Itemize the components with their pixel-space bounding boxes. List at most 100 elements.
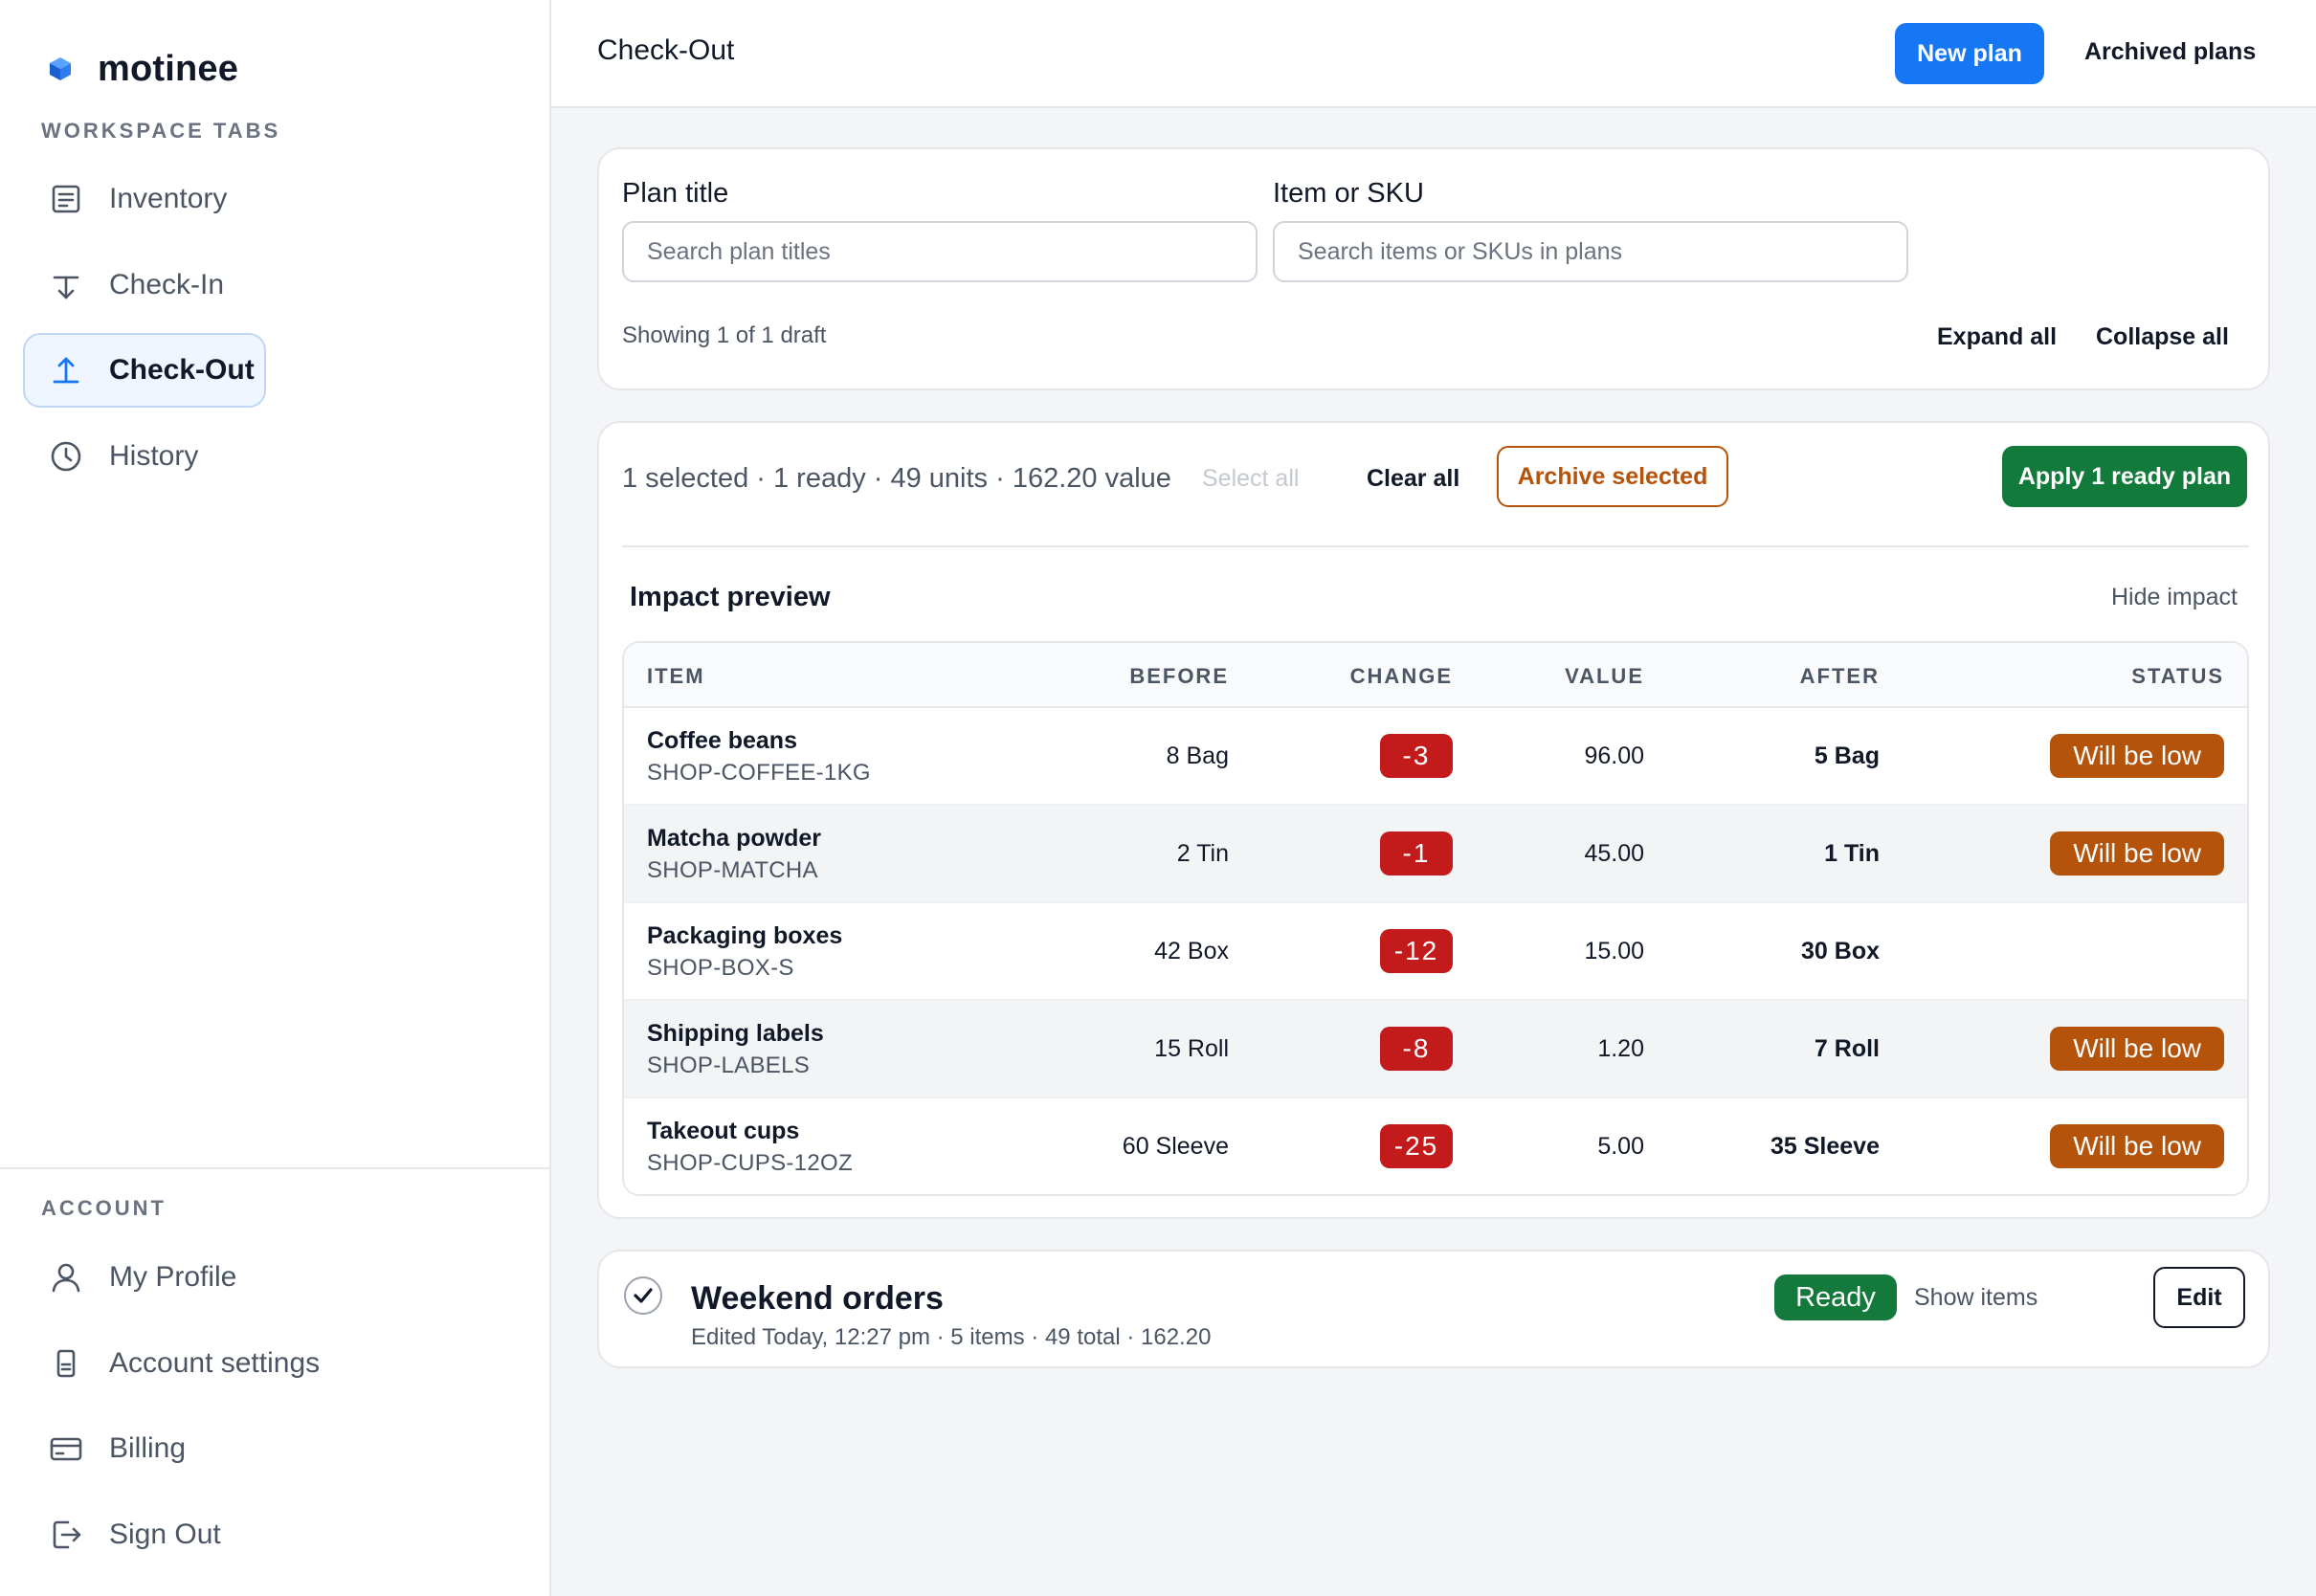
clear-all-button[interactable]: Clear all [1367, 465, 1460, 492]
new-plan-button[interactable]: New plan [1895, 23, 2044, 84]
before-value: 8 Bag [1166, 743, 1229, 769]
plan-meta: Edited Today, 12:27 pm · 5 items · 49 to… [691, 1324, 1212, 1350]
value-amount: 15.00 [1584, 938, 1644, 964]
account-section-label: ACCOUNT [41, 1196, 167, 1220]
after-value: 7 Roll [1814, 1035, 1880, 1062]
status-badge: Will be low [2050, 1027, 2224, 1071]
after-value: 5 Bag [1814, 743, 1880, 769]
sidebar-item-history[interactable]: History [23, 419, 266, 494]
change-badge: -12 [1380, 929, 1453, 973]
plan-title-search-input[interactable] [622, 221, 1258, 282]
cube-logo-icon [50, 57, 71, 80]
column-header-after: AFTER [1799, 664, 1880, 688]
item-sku: SHOP-COFFEE-1KG [647, 760, 871, 786]
top-bar: Check-Out New plan Archived plans [551, 0, 2316, 108]
showing-count: Showing 1 of 1 draft [622, 322, 827, 348]
status-badge: Will be low [2050, 734, 2224, 778]
item-name: Packaging boxes [647, 922, 843, 949]
divider [622, 545, 2249, 547]
edit-plan-button[interactable]: Edit [2153, 1267, 2245, 1328]
sidebar: motinee WORKSPACE TABS Inventory Check-I… [0, 0, 551, 1596]
sidebar-item-inventory[interactable]: Inventory [23, 162, 266, 236]
sidebar-item-check-in[interactable]: Check-In [23, 248, 266, 322]
table-row: Takeout cups SHOP-CUPS-12OZ 60 Sleeve -2… [624, 1098, 2247, 1194]
after-value: 35 Sleeve [1770, 1133, 1880, 1160]
apply-ready-plan-button[interactable]: Apply 1 ready plan [2002, 446, 2247, 507]
sidebar-item-label: Inventory [109, 183, 228, 214]
sidebar-item-check-out[interactable]: Check-Out [23, 333, 266, 408]
settings-icon [48, 1345, 84, 1382]
selection-card: 1 selected · 1 ready · 49 units · 162.20… [597, 421, 2270, 1219]
impact-preview-title: Impact preview [630, 582, 831, 612]
arrow-down-line-icon [48, 267, 84, 303]
archived-plans-button[interactable]: Archived plans [2084, 38, 2257, 65]
workspace-section-label: WORKSPACE TABS [41, 119, 281, 143]
plan-title-label: Plan title [622, 178, 729, 209]
table-row: Shipping labels SHOP-LABELS 15 Roll -8 1… [624, 1001, 2247, 1098]
archive-selected-button[interactable]: Archive selected [1497, 446, 1728, 507]
plan-select-checkbox[interactable] [624, 1276, 662, 1315]
sidebar-item-label: Check-Out [109, 354, 255, 386]
value-amount: 45.00 [1584, 840, 1644, 867]
filters-card: Plan title Item or SKU Showing 1 of 1 dr… [597, 147, 2270, 390]
before-value: 15 Roll [1154, 1035, 1229, 1062]
item-sku: SHOP-CUPS-12OZ [647, 1150, 853, 1176]
column-header-value: VALUE [1565, 664, 1644, 688]
select-all-button[interactable]: Select all [1202, 465, 1300, 492]
before-value: 60 Sleeve [1122, 1133, 1229, 1160]
item-name: Matcha powder [647, 825, 821, 852]
item-sku: SHOP-MATCHA [647, 857, 818, 883]
after-value: 30 Box [1801, 938, 1880, 964]
status-badge: Will be low [2050, 831, 2224, 876]
show-items-button[interactable]: Show items [1914, 1284, 2038, 1311]
change-badge: -3 [1380, 734, 1453, 778]
sidebar-item-label: Billing [109, 1432, 187, 1464]
column-header-before: BEFORE [1129, 664, 1229, 688]
sidebar-item-my-profile[interactable]: My Profile [23, 1240, 367, 1315]
collapse-all-button[interactable]: Collapse all [2096, 323, 2229, 350]
page-title: Check-Out [597, 34, 735, 66]
value-amount: 1.20 [1597, 1035, 1644, 1062]
after-value: 1 Tin [1824, 840, 1880, 867]
sidebar-item-label: Check-In [109, 269, 225, 300]
expand-all-button[interactable]: Expand all [1937, 323, 2058, 350]
item-sku: SHOP-BOX-S [647, 955, 794, 981]
value-amount: 5.00 [1597, 1133, 1644, 1160]
credit-card-icon [48, 1430, 84, 1467]
sidebar-item-label: Sign Out [109, 1518, 221, 1550]
sidebar-item-sign-out[interactable]: Sign Out [23, 1497, 367, 1572]
document-list-icon [48, 181, 84, 217]
change-badge: -25 [1380, 1124, 1453, 1168]
table-header: ITEM BEFORE CHANGE VALUE AFTER STATUS [624, 643, 2247, 708]
sidebar-item-label: History [109, 440, 199, 472]
sidebar-item-billing[interactable]: Billing [23, 1411, 367, 1486]
status-badge: Ready [1774, 1275, 1897, 1320]
hide-impact-button[interactable]: Hide impact [2111, 584, 2238, 610]
clock-icon [48, 438, 84, 475]
user-icon [48, 1259, 84, 1296]
sign-out-icon [48, 1517, 84, 1553]
before-value: 42 Box [1154, 938, 1229, 964]
column-header-status: STATUS [2131, 664, 2224, 688]
item-name: Takeout cups [647, 1118, 800, 1144]
arrow-up-line-icon [48, 352, 84, 388]
column-header-item: ITEM [647, 664, 705, 688]
item-sku-search-input[interactable] [1273, 221, 1908, 282]
plan-name[interactable]: Weekend orders [691, 1280, 944, 1317]
selection-summary: 1 selected · 1 ready · 49 units · 162.20… [622, 463, 1171, 494]
change-badge: -8 [1380, 1027, 1453, 1071]
table-row: Matcha powder SHOP-MATCHA 2 Tin -1 45.00… [624, 806, 2247, 903]
sidebar-item-account-settings[interactable]: Account settings [23, 1326, 367, 1401]
plan-card: Weekend orders Edited Today, 12:27 pm · … [597, 1250, 2270, 1368]
value-amount: 96.00 [1584, 743, 1644, 769]
sidebar-divider [0, 1167, 551, 1169]
brand[interactable]: motinee [46, 46, 238, 92]
table-row: Coffee beans SHOP-COFFEE-1KG 8 Bag -3 96… [624, 708, 2247, 806]
item-name: Coffee beans [647, 727, 797, 754]
item-sku-label: Item or SKU [1273, 178, 1424, 209]
table-row: Packaging boxes SHOP-BOX-S 42 Box -12 15… [624, 903, 2247, 1001]
checkmark-icon [634, 1288, 653, 1303]
sidebar-item-label: Account settings [109, 1347, 321, 1379]
change-badge: -1 [1380, 831, 1453, 876]
status-badge: Will be low [2050, 1124, 2224, 1168]
